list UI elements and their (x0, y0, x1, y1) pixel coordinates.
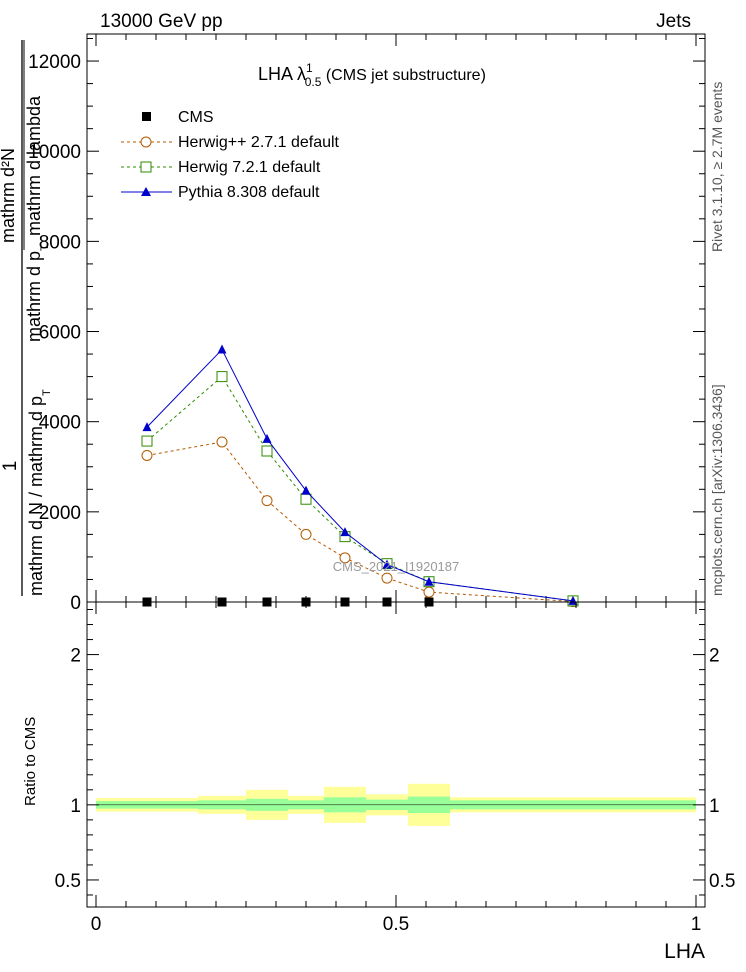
xtick-label: 0.5 (383, 914, 409, 935)
y-label-stack-numerator: mathrm d²N (0, 148, 18, 243)
series-3-point-4 (340, 527, 350, 537)
main-ytick-label: 8000 (39, 232, 81, 253)
legend-marker-herwigpp (140, 136, 152, 148)
series-line-3 (146, 348, 574, 602)
header-left: 13000 GeV pp (100, 11, 223, 32)
series-3-point-2 (262, 433, 272, 443)
y-label-one: 1 (0, 461, 21, 472)
main-ytick-label: 6000 (39, 323, 81, 344)
plot-title-suffix: (CMS jet substructure) (321, 67, 485, 84)
ratio-ytick-label: 2 (70, 646, 81, 667)
ratio-ytick-label-right: 2 (709, 646, 720, 667)
main-ytick-label: 4000 (39, 413, 81, 434)
ratio-ytick-label-right: 0.5 (709, 871, 735, 892)
legend-marker-herwig7 (140, 161, 152, 173)
series-3-point-0 (142, 422, 152, 432)
legend-label-herwigpp: Herwig++ 2.7.1 default (178, 134, 340, 151)
header-right: Jets (656, 11, 691, 32)
plot-title: LHA λ1 0.5 (CMS jet substructure) (258, 61, 486, 89)
main-ytick-label: 0 (70, 593, 81, 614)
plot-title-sub: 0.5 (305, 75, 322, 89)
ratio-ytick-label: 1 (70, 796, 81, 817)
plot-title-sup: 1 (306, 61, 313, 75)
main-ytick-label: 2000 (39, 503, 81, 524)
xtick-label: 1 (691, 914, 702, 935)
series-3-point-5 (382, 559, 392, 569)
x-label: LHA (664, 940, 705, 963)
main-axis-ticks: 0 2000 4000 6000 8000 10000 12000 (28, 34, 705, 614)
y-label-main: 1 mathrm d N / mathrm d pT mathrm d²N ma… (0, 40, 53, 596)
ratio-axis-ticks: 0.5 0.5 1 1 2 2 0 0.5 1 (55, 602, 735, 935)
plot-title-main: LHA λ (258, 64, 306, 84)
series-1-point-1 (216, 436, 228, 448)
ratio-ytick-label: 0.5 (55, 871, 81, 892)
legend: CMS Herwig++ 2.7.1 default Herwig 7.2.1 … (121, 109, 340, 201)
y-label-stack-dp: mathrm d pT (24, 244, 51, 342)
legend-label-pythia: Pythia 8.308 default (178, 184, 320, 201)
series-3-point-1 (217, 344, 227, 354)
series-3-point-6 (424, 576, 434, 586)
series-1-point-3 (300, 528, 312, 540)
series-3-point-7 (568, 595, 578, 605)
series-2-point-1 (216, 371, 228, 383)
y-label-stack-dlambda: mathrm d lambda (24, 95, 44, 236)
series-1-point-0 (141, 449, 153, 461)
watermark: CMS_2021_I1920187 (333, 559, 460, 574)
ratio-panel-frame (86, 601, 706, 908)
legend-label-herwig7: Herwig 7.2.1 default (178, 159, 321, 176)
series-1-point-6 (423, 586, 435, 598)
ratio-ytick-label-right: 1 (709, 796, 720, 817)
xtick-label: 0 (91, 914, 102, 935)
main-ytick-label: 12000 (28, 52, 81, 73)
y-label-denominator: mathrm d N / mathrm d pT (26, 389, 53, 596)
series-1-point-2 (261, 495, 273, 507)
series-line-1 (146, 441, 574, 603)
legend-marker-cms (142, 112, 151, 121)
series-1-point-5 (381, 572, 393, 584)
series-2-point-3 (300, 493, 312, 505)
legend-marker-pythia (141, 187, 151, 196)
rivet-label: Rivet 3.1.10, ≥ 2.7M events (709, 82, 725, 252)
mcplots-label: mcplots.cern.ch [arXiv:1306.3436] (709, 384, 725, 596)
series-3-point-3 (301, 485, 311, 495)
main-ytick-label: 10000 (28, 142, 81, 163)
series-2-point-2 (261, 445, 273, 457)
legend-label-cms: CMS (178, 109, 214, 126)
y-label-ratio: Ratio to CMS (22, 717, 39, 806)
series-1-point-4 (339, 552, 351, 564)
series-2-point-0 (141, 435, 153, 447)
